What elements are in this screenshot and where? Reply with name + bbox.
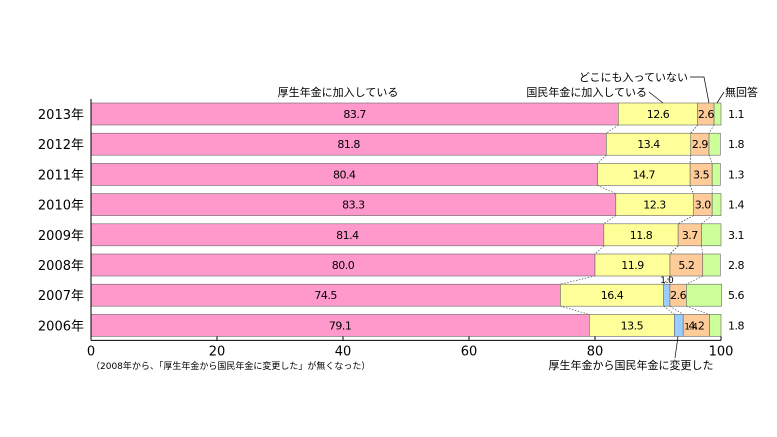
value-label-s4-2009: 3.1 [728,229,744,242]
value-label-s4-2013: 1.1 [728,108,744,121]
series-label-doko: どこにも入っていない [579,71,688,84]
value-label-s3-2010: 3.0 [695,199,711,212]
x-tick-label-80: 80 [587,344,604,359]
x-tick-label-40: 40 [335,344,352,359]
value-label-s2-2007: 1.0 [660,276,674,286]
x-tick-label-20: 20 [209,344,226,359]
value-label-s0-2012: 81.8 [337,138,360,151]
connector-line [701,245,704,255]
bar-segment-s4-2013 [713,102,722,126]
category-label-2008: 2008年 [38,259,84,274]
connector-line [677,215,694,225]
category-label-2009: 2009年 [38,229,84,244]
callout-line [716,91,725,104]
bar-segment-s4-2006 [709,314,722,337]
value-label-s1-2006: 13.5 [621,319,644,332]
connector-line [597,185,616,194]
series-label-mukaitou: 無回答 [725,85,758,99]
x-tick-label-60: 60 [461,344,478,359]
series-label-kousei: 厚生年金に加入している [278,85,399,99]
value-label-s1-2007: 16.4 [601,289,624,302]
category-labels: 2013年 2012年 2011年 2010年 2009年 2008年 2007年 2006年 [38,108,84,334]
value-label-s3-2013: 2.6 [698,108,714,121]
value-label-s1-2012: 13.4 [637,138,660,151]
connector-line [560,275,596,285]
x-tick-label-100: 100 [709,344,734,359]
annotations: 厚生年金に加入している 国民年金に加入しているどこにも入っていない無回答厚生年金か… [91,71,758,372]
connector-line [708,155,713,164]
value-label-s4-2008: 2.8 [728,259,744,272]
value-label-s0-2011: 80.4 [333,168,356,181]
value-label-s4-2007: 5.6 [728,289,744,302]
connector-line [560,305,590,315]
series-label-henkou: 厚生年金から国民年金に変更した [549,358,714,372]
value-label-s1-2011: 14.7 [633,168,656,181]
category-label-2010: 2010年 [38,199,84,214]
connector-line [669,305,684,315]
series-label-kokumin: 国民年金に加入している [526,85,647,99]
value-label-s0-2009: 81.4 [336,229,359,242]
value-label-s1-2008: 11.9 [621,259,644,272]
connector-line [594,245,605,255]
value-labels: 83.7 12.6 2.6 1.1 81.8 13.4 2.9 1.8 80.4 14.7 3.5 1… [314,108,745,332]
category-label-2013: 2013年 [38,108,84,123]
value-label-s4-2006: 1.8 [728,319,744,332]
connector-line [708,124,715,134]
bar-segment-s2-2007 [663,283,671,307]
category-label-2006: 2006年 [38,319,84,334]
value-label-s4-2011: 1.3 [728,168,744,181]
callout-line [648,91,664,104]
value-label-s1-2013: 12.6 [647,108,670,121]
bar-segment-s4-2011 [711,163,721,186]
connector-line [690,124,698,134]
value-label-s3-2012: 2.9 [692,138,708,151]
value-label-s0-2007: 74.5 [314,289,337,302]
value-label-s0-2010: 83.3 [342,199,365,212]
bars-group [90,102,722,337]
value-label-s3-2008: 5.2 [678,259,694,272]
value-label-s0-2006: 79.1 [329,319,352,332]
connector-line [606,124,619,134]
connector-line [669,245,679,255]
connector-line [689,185,694,194]
connector-line [603,215,616,225]
bar-segment-s2-2006 [674,314,684,337]
connector-line [597,154,607,164]
bar-segment-s4-2008 [702,253,721,277]
category-label-2011: 2011年 [38,168,84,183]
value-label-s3-2006: 4.2 [688,319,704,332]
value-label-s3-2009: 3.7 [682,229,698,242]
value-label-s4-2010: 1.4 [728,199,744,212]
value-label-s1-2010: 12.3 [643,199,666,212]
category-label-2012: 2012年 [38,138,84,153]
bar-segment-s4-2009 [701,223,722,247]
value-label-s4-2012: 1.8 [728,138,744,151]
callout-line [690,76,710,104]
connector-line [701,215,713,225]
value-label-s0-2013: 83.7 [343,108,366,121]
connector-line [663,305,675,315]
bar-segment-s4-2007 [686,283,722,307]
connector-line [677,215,694,225]
connector-line [686,275,703,285]
connector-lines [560,124,715,315]
connector-line [686,305,710,315]
x-tick-label-0: 0 [87,344,95,359]
value-label-s1-2009: 11.8 [630,229,653,242]
footnote: （2008年から、「厚生年金から国民年金に変更した」が無くなった） [91,360,370,372]
value-label-s3-2011: 3.5 [693,168,709,181]
callout-line [674,336,679,359]
category-label-2007: 2007年 [38,289,84,304]
value-label-s0-2008: 80.0 [332,259,355,272]
value-label-s2-2006: 1.4 [684,322,698,332]
value-label-s3-2007: 2.6 [670,289,686,302]
connector-line [689,155,692,164]
x-axis: 0 20 40 60 80 100 [87,99,734,359]
bar-segment-s4-2012 [708,132,721,156]
bar-segment-s4-2010 [711,193,722,216]
